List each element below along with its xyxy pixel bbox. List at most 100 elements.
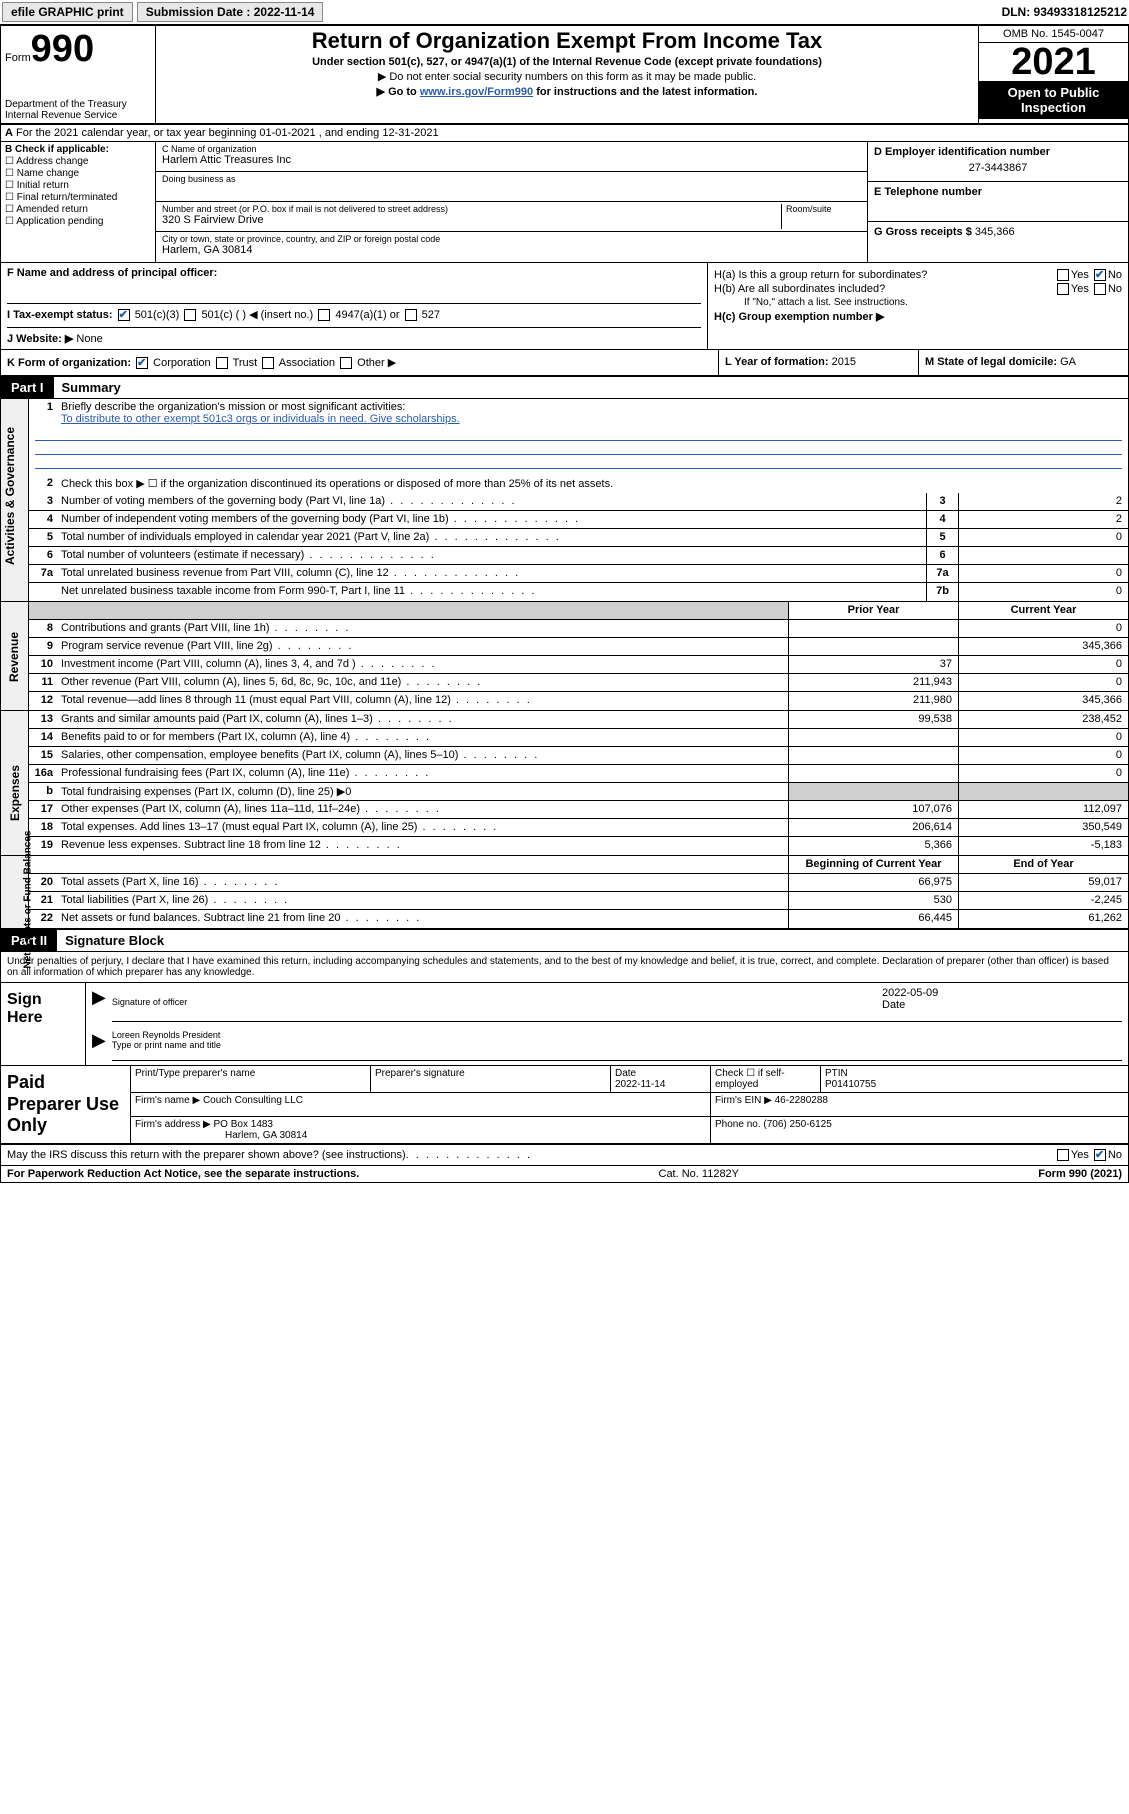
c-dba-label: Doing business as	[162, 174, 861, 184]
chk-trust[interactable]	[216, 357, 228, 369]
col-beginning-year: Beginning of Current Year	[788, 856, 958, 873]
mission-line	[35, 441, 1122, 455]
rev-row: 9Program service revenue (Part VIII, lin…	[29, 638, 1128, 656]
declaration-text: Under penalties of perjury, I declare th…	[1, 952, 1128, 982]
section-fhi: F Name and address of principal officer:…	[1, 263, 1128, 350]
rev-row: 8Contributions and grants (Part VIII, li…	[29, 620, 1128, 638]
paperwork-notice: For Paperwork Reduction Act Notice, see …	[7, 1168, 359, 1180]
form-ref: Form 990 (2021)	[1038, 1168, 1122, 1180]
hc-label: H(c) Group exemption number ▶	[714, 310, 884, 323]
line1-label: Briefly describe the organization's miss…	[61, 401, 405, 413]
hb-yes[interactable]	[1057, 283, 1069, 295]
col-deg: D Employer identification number 27-3443…	[868, 142, 1128, 262]
chk-amended-return[interactable]: ☐ Amended return	[5, 204, 151, 215]
state-domicile: GA	[1060, 356, 1076, 368]
bottom-line: For Paperwork Reduction Act Notice, see …	[1, 1165, 1128, 1182]
toolbar: efile GRAPHIC print Submission Date : 20…	[0, 0, 1129, 25]
gov-row: 5Total number of individuals employed in…	[29, 529, 1128, 547]
instruction-2-pre: ▶ Go to	[377, 86, 420, 98]
sign-here-label: Sign Here	[1, 983, 86, 1065]
c-room-label: Room/suite	[786, 204, 861, 214]
firm-addr-label: Firm's address ▶	[135, 1119, 211, 1130]
chk-527[interactable]	[405, 309, 417, 321]
firm-addr2: Harlem, GA 30814	[225, 1130, 307, 1141]
chk-address-change[interactable]: ☐ Address change	[5, 156, 151, 167]
efile-button[interactable]: efile GRAPHIC print	[2, 2, 133, 22]
header-mid: Return of Organization Exempt From Incom…	[156, 26, 978, 123]
chk-initial-return[interactable]: ☐ Initial return	[5, 180, 151, 191]
chk-501c[interactable]	[184, 309, 196, 321]
chk-final-return[interactable]: ☐ Final return/terminated	[5, 192, 151, 203]
row-k: K Form of organization: Corporation Trus…	[1, 350, 1128, 376]
ha-no[interactable]	[1094, 269, 1106, 281]
signature-officer-field[interactable]: Signature of officer	[112, 987, 882, 1022]
gov-row: 7aTotal unrelated business revenue from …	[29, 565, 1128, 583]
paid-preparer-label: Paid Preparer Use Only	[1, 1066, 131, 1143]
col-end-year: End of Year	[958, 856, 1128, 873]
preparer-date-label: Date	[615, 1068, 636, 1079]
submission-date-button[interactable]: Submission Date : 2022-11-14	[137, 2, 324, 22]
col-f: F Name and address of principal officer:…	[1, 263, 708, 349]
self-employed-check[interactable]: Check ☐ if self-employed	[711, 1066, 821, 1092]
exp-row: 14Benefits paid to or for members (Part …	[29, 729, 1128, 747]
sig-arrow-icon: ▶	[92, 1030, 106, 1061]
firm-addr1: PO Box 1483	[214, 1119, 273, 1130]
part-2-title: Signature Block	[57, 929, 1128, 952]
row-a-label: A	[5, 127, 13, 139]
g-label: G Gross receipts $	[874, 226, 972, 238]
tax-year: 2021	[979, 43, 1128, 81]
paid-preparer-section: Paid Preparer Use Only Print/Type prepar…	[1, 1066, 1128, 1145]
instruction-1: ▶ Do not enter social security numbers o…	[162, 70, 972, 83]
rev-row: 11Other revenue (Part VIII, column (A), …	[29, 674, 1128, 692]
discuss-no[interactable]	[1094, 1149, 1106, 1161]
firm-ein-value: 46-2280288	[775, 1095, 828, 1106]
col-prior-year: Prior Year	[788, 602, 958, 619]
ptin-label: PTIN	[825, 1068, 848, 1079]
chk-association[interactable]	[262, 357, 274, 369]
header-right: OMB No. 1545-0047 2021 Open to Public In…	[978, 26, 1128, 123]
part-1-title: Summary	[54, 376, 1128, 399]
col-current-year: Current Year	[958, 602, 1128, 619]
hb-no[interactable]	[1094, 283, 1106, 295]
chk-application-pending[interactable]: ☐ Application pending	[5, 216, 151, 227]
chk-4947[interactable]	[318, 309, 330, 321]
chk-other[interactable]	[340, 357, 352, 369]
signature-section: Under penalties of perjury, I declare th…	[1, 952, 1128, 1066]
summary-net-assets: Net Assets or Fund Balances Beginning of…	[1, 856, 1128, 929]
opt-4947: 4947(a)(1) or	[335, 309, 399, 321]
part-2-header: Part II Signature Block	[1, 929, 1128, 952]
exp-row: bTotal fundraising expenses (Part IX, co…	[29, 783, 1128, 801]
net-row: 20Total assets (Part X, line 16)66,97559…	[29, 874, 1128, 892]
mission-text: To distribute to other exempt 501c3 orgs…	[61, 413, 460, 425]
exp-row: 18Total expenses. Add lines 13–17 (must …	[29, 819, 1128, 837]
chk-name-change[interactable]: ☐ Name change	[5, 168, 151, 179]
sig-arrow-icon: ▶	[92, 987, 106, 1022]
gov-row: 4Number of independent voting members of…	[29, 511, 1128, 529]
col-c-org-info: C Name of organization Harlem Attic Trea…	[156, 142, 868, 262]
l-label: L Year of formation:	[725, 356, 829, 368]
chk-501c3[interactable]	[118, 309, 130, 321]
d-label: D Employer identification number	[874, 146, 1122, 158]
exp-row: 19Revenue less expenses. Subtract line 1…	[29, 837, 1128, 855]
irs-link[interactable]: www.irs.gov/Form990	[420, 86, 533, 98]
gross-receipts-value: 345,366	[975, 226, 1015, 238]
ein-value: 27-3443867	[874, 162, 1122, 174]
gov-row: 6Total number of volunteers (estimate if…	[29, 547, 1128, 565]
open-public-badge: Open to Public Inspection	[979, 81, 1128, 119]
part-1-header: Part I Summary	[1, 376, 1128, 399]
discuss-yes[interactable]	[1057, 1149, 1069, 1161]
firm-name-value: Couch Consulting LLC	[203, 1095, 303, 1106]
ha-yes[interactable]	[1057, 269, 1069, 281]
row-a: A For the 2021 calendar year, or tax yea…	[1, 125, 1128, 142]
dln-label: DLN: 93493318125212	[1002, 5, 1127, 19]
chk-corporation[interactable]	[136, 357, 148, 369]
row-a-text: For the 2021 calendar year, or tax year …	[16, 127, 439, 139]
dept-label: Department of the Treasury	[5, 99, 151, 110]
org-city: Harlem, GA 30814	[162, 244, 861, 256]
firm-phone-value: (706) 250-6125	[763, 1119, 831, 1130]
line2: Check this box ▶ ☐ if the organization d…	[57, 475, 1128, 493]
exp-row: 15Salaries, other compensation, employee…	[29, 747, 1128, 765]
form-title: Return of Organization Exempt From Incom…	[162, 28, 972, 54]
form-header: Form990 Department of the Treasury Inter…	[1, 26, 1128, 125]
c-name-label: C Name of organization	[162, 144, 861, 154]
